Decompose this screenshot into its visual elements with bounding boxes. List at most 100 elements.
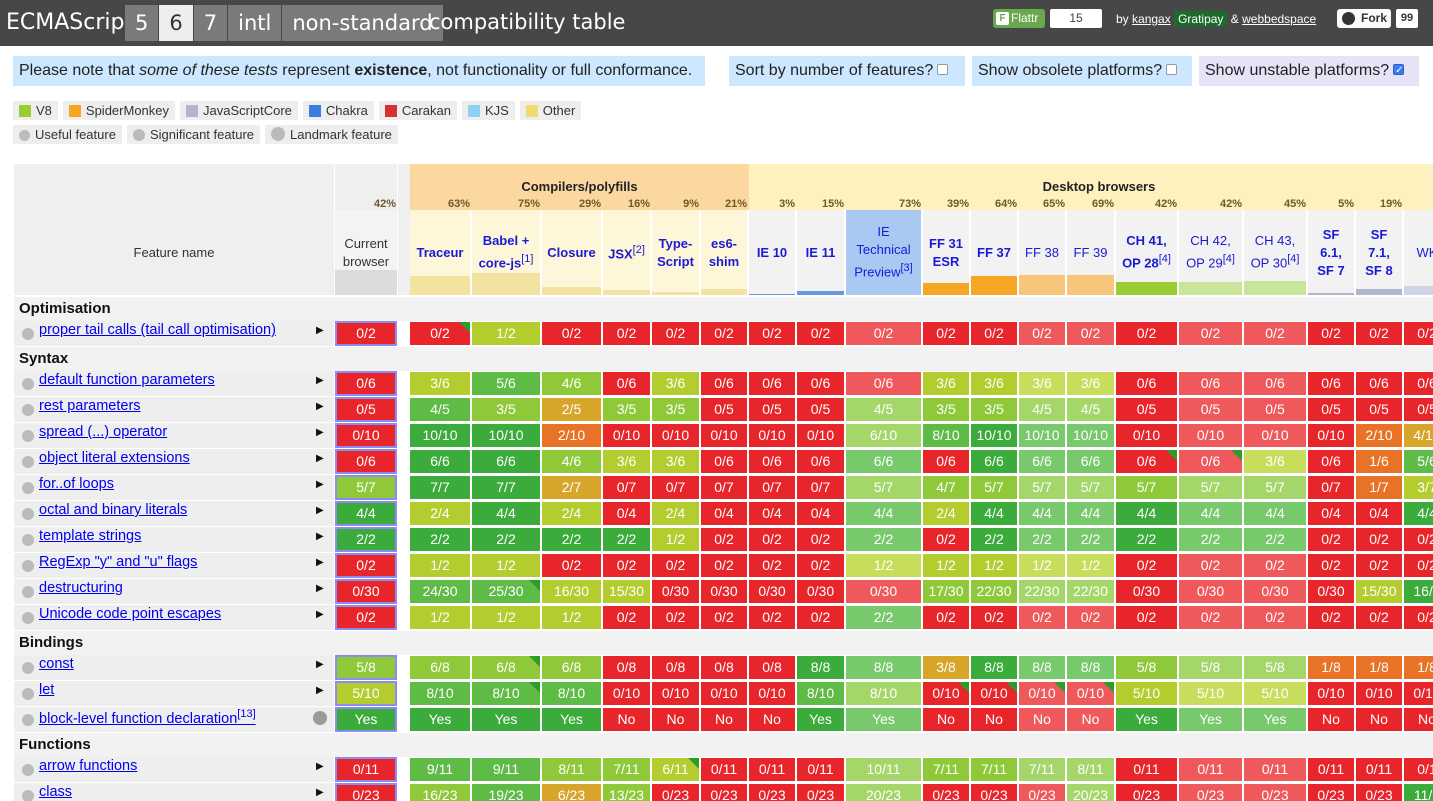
- expand-arrow-icon[interactable]: ▶: [316, 505, 324, 516]
- column-footnote-link[interactable]: [4]: [1287, 253, 1300, 266]
- result-cell: 0/11: [797, 758, 844, 781]
- importance-dot-icon: [19, 130, 30, 141]
- column-footnote-link[interactable]: [2]: [632, 244, 645, 257]
- tab-non-standard[interactable]: non-standard: [282, 5, 443, 41]
- column-header-17[interactable]: SF 7.1, SF 8: [1356, 210, 1402, 295]
- feature-link[interactable]: rest parameters: [39, 398, 141, 414]
- expand-arrow-icon[interactable]: ▶: [316, 557, 324, 568]
- expand-arrow-icon[interactable]: ▶: [316, 401, 324, 412]
- result-value: 0/10: [1132, 427, 1161, 443]
- author-kangax-link[interactable]: kangax: [1132, 12, 1171, 26]
- feature-link[interactable]: proper tail calls (tail call optimisatio…: [39, 322, 276, 338]
- column-header-10[interactable]: FF 37: [971, 210, 1017, 295]
- column-header-4[interactable]: Type-Script: [652, 210, 699, 295]
- result-value: 6/11: [662, 761, 689, 777]
- result-value: 0/5: [1265, 401, 1285, 417]
- legend-label: SpiderMonkey: [85, 103, 170, 118]
- result-cell: 4/5: [410, 398, 470, 421]
- result-value: 1/2: [561, 609, 582, 625]
- result-value: 10/10: [488, 427, 524, 443]
- column-footnote-link[interactable]: [4]: [1158, 253, 1171, 266]
- column-header-12[interactable]: FF 39: [1067, 210, 1114, 295]
- expand-arrow-icon[interactable]: ▶: [316, 325, 324, 336]
- feature-link[interactable]: object literal extensions: [39, 450, 190, 466]
- result-cell: 2/2: [1116, 528, 1177, 551]
- flattr-button[interactable]: F Flattr: [993, 9, 1045, 28]
- column-header-11[interactable]: FF 38: [1019, 210, 1065, 295]
- column-header-2[interactable]: Closure: [542, 210, 601, 295]
- column-header-1[interactable]: Babel + core-js[1]: [472, 210, 540, 295]
- feature-link[interactable]: const: [39, 656, 74, 672]
- column-header-15[interactable]: CH 43, OP 30[4]: [1244, 210, 1306, 295]
- column-header-0[interactable]: Traceur: [410, 210, 470, 295]
- column-footnote-link[interactable]: [3]: [900, 262, 913, 275]
- column-header-6[interactable]: IE 10: [749, 210, 795, 295]
- feature-footnote[interactable]: [13]: [237, 708, 256, 720]
- feature-link[interactable]: Unicode code point escapes: [39, 606, 221, 622]
- feature-link[interactable]: destructuring: [39, 580, 123, 596]
- result-value: 5/7: [873, 479, 894, 495]
- expand-arrow-icon[interactable]: ▶: [316, 609, 324, 620]
- column-header-14[interactable]: CH 42, OP 29[4]: [1179, 210, 1242, 295]
- feature-link[interactable]: let: [39, 682, 54, 698]
- feature-link[interactable]: class: [39, 784, 72, 800]
- tab-6[interactable]: 6: [159, 5, 193, 41]
- expand-arrow-icon[interactable]: ▶: [316, 761, 324, 772]
- current-browser-pct: 42%: [373, 198, 396, 210]
- tab-intl[interactable]: intl: [228, 5, 282, 41]
- credits: by kangax Gratipay & webbedspace: [1116, 11, 1316, 27]
- expand-arrow-icon[interactable]: ▶: [316, 427, 324, 438]
- feature-link[interactable]: block-level function declaration[13]: [39, 708, 256, 727]
- expand-arrow-icon[interactable]: ▶: [316, 479, 324, 490]
- tab-5[interactable]: 5: [125, 5, 159, 41]
- column-header-3[interactable]: JSX[2]: [603, 210, 650, 295]
- result-cell: 0/2: [1244, 554, 1306, 577]
- feature-link[interactable]: RegExp "y" and "u" flags: [39, 554, 197, 570]
- unstable-checkbox[interactable]: [1393, 56, 1405, 86]
- expand-arrow-icon[interactable]: ▶: [316, 453, 324, 464]
- obsolete-checkbox[interactable]: [1166, 64, 1178, 76]
- expand-arrow-icon[interactable]: ▶: [316, 375, 324, 386]
- expand-arrow-icon[interactable]: ▶: [316, 685, 324, 696]
- result-value: 8/8: [1032, 659, 1052, 675]
- partial-marker-icon: [1166, 450, 1177, 461]
- github-fork-button[interactable]: Fork: [1337, 9, 1391, 28]
- column-header-9[interactable]: FF 31 ESR: [923, 210, 969, 295]
- result-cell: 0/10: [603, 682, 650, 705]
- obsolete-option[interactable]: Show obsolete platforms?: [972, 56, 1192, 86]
- result-value: 2/2: [616, 531, 637, 547]
- feature-link[interactable]: spread (...) operator: [39, 424, 167, 440]
- expand-arrow-icon[interactable]: ▶: [316, 787, 324, 798]
- result-cell: No: [603, 708, 650, 731]
- expand-arrow-icon[interactable]: ▶: [316, 531, 324, 542]
- result-value: 0/2: [1265, 325, 1285, 341]
- column-footnote-link[interactable]: [4]: [1222, 253, 1235, 266]
- result-value: 15/30: [1361, 583, 1397, 599]
- feature-link[interactable]: template strings: [39, 528, 141, 544]
- sort-checkbox[interactable]: [937, 64, 949, 76]
- column-header-5[interactable]: es6-shim: [701, 210, 747, 295]
- column-label-text: Babel + core-js: [478, 233, 530, 271]
- feature-link[interactable]: default function parameters: [39, 372, 215, 388]
- column-header-18[interactable]: WK: [1404, 210, 1433, 295]
- current-browser-cell: 0/2: [335, 605, 397, 630]
- column-header-7[interactable]: IE 11: [797, 210, 844, 295]
- result-cell: No: [1019, 708, 1065, 731]
- sort-option[interactable]: Sort by number of features?: [729, 56, 965, 86]
- expand-arrow-icon[interactable]: ▶: [316, 659, 324, 670]
- unstable-option[interactable]: Show unstable platforms?: [1199, 56, 1419, 86]
- feature-link[interactable]: octal and binary literals: [39, 502, 187, 518]
- column-pct: 42%: [1219, 198, 1242, 210]
- tab-7[interactable]: 7: [193, 5, 228, 41]
- result-cell: 0/6: [1308, 450, 1354, 473]
- gratipay-button[interactable]: Gratipay: [1174, 11, 1228, 27]
- feature-link[interactable]: arrow functions: [39, 758, 137, 774]
- column-footnote-link[interactable]: [1]: [521, 253, 534, 266]
- column-header-8[interactable]: IE Technical Preview[3]: [846, 210, 921, 295]
- column-header-16[interactable]: SF 6.1, SF 7: [1308, 210, 1354, 295]
- feature-link[interactable]: for..of loops: [39, 476, 114, 492]
- result-value: No: [1322, 711, 1340, 727]
- column-header-13[interactable]: CH 41, OP 28[4]: [1116, 210, 1177, 295]
- expand-arrow-icon[interactable]: ▶: [316, 583, 324, 594]
- author-webbedspace-link[interactable]: webbedspace: [1242, 12, 1317, 26]
